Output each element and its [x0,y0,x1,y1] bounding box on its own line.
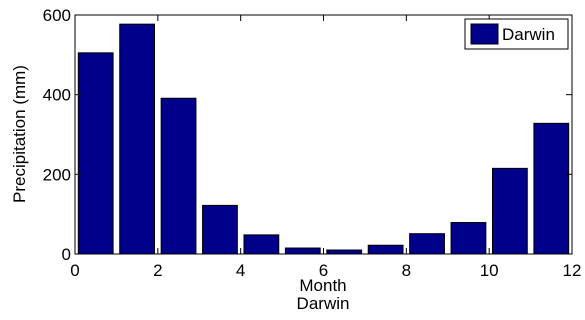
bar-month-12 [533,122,570,255]
x-tick-label: 2 [153,261,162,280]
bar-month-2 [119,23,156,255]
bar-month-10 [450,222,487,255]
x-tick-label: 10 [480,261,499,280]
bar-month-1 [77,52,114,255]
bar-month-9 [409,233,445,255]
chart-subtitle: Darwin [297,294,350,313]
bar-month-3 [160,97,197,255]
y-tick-label: 200 [43,165,71,184]
bar-month-11 [491,167,528,255]
x-axis-label: Month [299,276,346,295]
bar-month-8 [367,244,404,255]
x-tick-label: 4 [236,261,245,280]
bar-month-6 [284,247,321,255]
bar-month-4 [202,204,238,255]
x-tick-label: 0 [70,261,79,280]
y-axis-label: Precipitation (mm) [10,65,29,203]
x-tick-label: 12 [563,261,582,280]
y-axis-ticks: 0 200 400 600 [43,6,572,264]
bar-series [77,23,570,255]
plot-background [75,15,572,254]
y-tick-label: 400 [43,86,71,105]
x-tick-label: 6 [319,261,328,280]
y-tick-label: 0 [62,245,71,264]
legend-label: Darwin [502,25,555,44]
x-tick-label: 8 [402,261,411,280]
legend-swatch [470,23,499,45]
legend: Darwin [464,18,569,50]
x-axis-ticks: 0 2 4 6 8 10 12 [70,15,581,280]
bar-month-7 [326,249,363,255]
bar-month-5 [243,234,280,255]
y-tick-label: 600 [43,6,71,25]
